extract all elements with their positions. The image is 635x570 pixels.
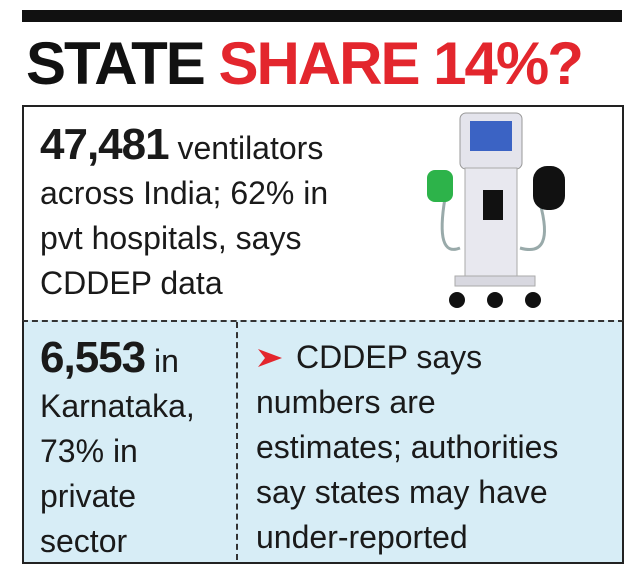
text-block: 6,553 in Karnataka, 73% in private sector [40, 335, 195, 564]
text-line: CDDEP data [40, 265, 223, 301]
arrow [258, 349, 282, 367]
text-line: estimates; authorities [256, 429, 559, 465]
row: private [40, 474, 195, 519]
ventilator-icon [427, 112, 565, 308]
lead-number: 6,553 [40, 333, 146, 382]
tube [440, 197, 461, 251]
text-block: 47,481 ventilators across India; 62% in pv… [40, 122, 328, 306]
bag [533, 166, 565, 210]
row: Karnataka, [40, 384, 195, 429]
row: 73% in [40, 429, 195, 474]
row: 6,553 in [40, 335, 195, 384]
title: STATE SHARE 14%? [26, 28, 584, 100]
row: numbers are [256, 380, 558, 425]
row: under-reported [256, 515, 558, 560]
base [454, 275, 536, 287]
tube [519, 202, 546, 251]
wheel [525, 292, 541, 308]
text-line: under-reported [256, 519, 468, 555]
wheel [487, 292, 503, 308]
wheel [449, 292, 465, 308]
text-line: pvt hospitals, says [40, 220, 302, 256]
text-line: 73% in [40, 433, 138, 469]
text-block: CDDEP says numbers are estimates; authorit… [256, 335, 558, 560]
text-line: in [154, 343, 179, 379]
text-line: across India; 62% in [40, 175, 329, 211]
top-bar [22, 10, 622, 22]
screen [470, 121, 512, 151]
text-line: say states may have [256, 474, 548, 510]
row: across India; 62% in [40, 171, 328, 216]
text-line: private [40, 478, 137, 514]
panel [22, 320, 624, 564]
row: estimates; authorities [256, 425, 558, 470]
text-line: numbers are [256, 384, 436, 420]
row: 47,481 ventilators [40, 122, 328, 171]
row: CDDEP says [256, 335, 558, 380]
title-part: STATE [26, 30, 206, 97]
title-part: SHARE 14%? [218, 30, 583, 97]
text-line: CDDEP says [296, 339, 483, 375]
text-line: ventilators [177, 130, 324, 166]
mask [427, 170, 453, 202]
row: say states may have [256, 470, 558, 515]
row: pvt hospitals, says [40, 216, 328, 261]
row: sector [40, 519, 195, 564]
body [464, 167, 518, 279]
divider [236, 322, 238, 560]
lead-number: 47,481 [40, 120, 170, 169]
text-line: Karnataka, [40, 388, 195, 424]
row: CDDEP data [40, 261, 328, 306]
text-line: sector [40, 523, 128, 559]
panel-part [483, 190, 503, 220]
arrow-icon [258, 349, 282, 367]
